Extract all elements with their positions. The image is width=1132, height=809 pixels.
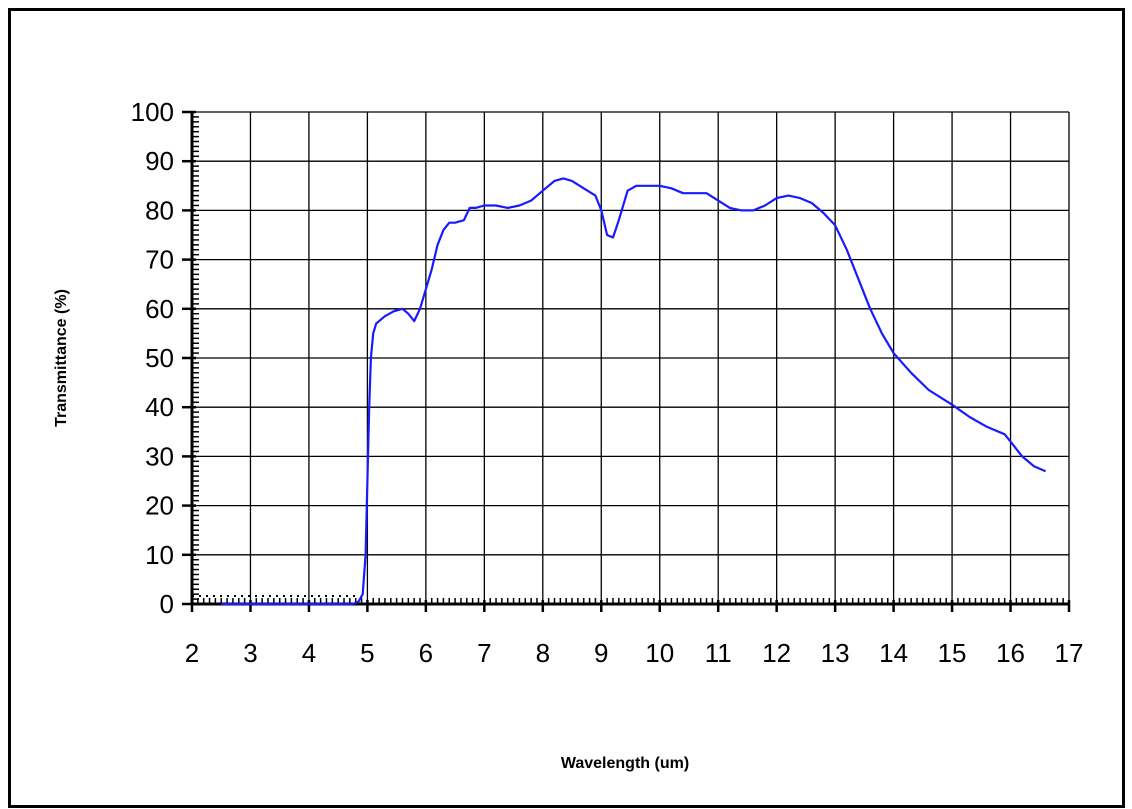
x-tick-label: 10 (645, 638, 674, 668)
x-axis-label: Wavelength (um) (561, 755, 689, 772)
series-line-transmittance (221, 177, 1047, 606)
series-layer (221, 177, 1047, 606)
x-tick-label: 16 (996, 638, 1025, 668)
y-tick-label: 20 (145, 491, 174, 521)
x-tick-label: 5 (360, 638, 374, 668)
x-tick-label: 2 (185, 638, 199, 668)
y-tick-label: 50 (145, 343, 174, 373)
y-tick-label: 90 (145, 146, 174, 176)
x-tick-label: 13 (821, 638, 850, 668)
y-tick-label: 70 (145, 245, 174, 275)
x-tick-label: 6 (419, 638, 433, 668)
y-tick-label: 80 (145, 195, 174, 225)
y-tick-label: 0 (160, 589, 174, 619)
y-tick-labels: 0 10 20 30 40 50 60 70 80 90 100 (131, 97, 174, 619)
y-tick-label: 10 (145, 540, 174, 570)
y-tick-label: 60 (145, 294, 174, 324)
y-axis-label: Transmittance (%) (53, 289, 70, 427)
y-tick-label: 40 (145, 392, 174, 422)
x-tick-label: 8 (536, 638, 550, 668)
x-tick-label: 11 (705, 638, 732, 668)
x-tick-label: 4 (302, 638, 316, 668)
x-tick-label: 14 (879, 638, 908, 668)
y-tick-label: 30 (145, 441, 174, 471)
x-tick-label: 12 (762, 638, 791, 668)
y-tick-label: 100 (131, 97, 174, 127)
x-tick-label: 3 (243, 638, 257, 668)
x-tick-labels: 2 3 4 5 6 7 8 9 10 11 12 13 14 15 16 17 (185, 638, 1084, 668)
x-tick-label: 9 (594, 638, 608, 668)
axes (182, 110, 1071, 612)
x-tick-label: 17 (1055, 638, 1084, 668)
grid-lines (191, 111, 1070, 605)
x-tick-label: 15 (938, 638, 967, 668)
x-tick-label: 7 (477, 638, 491, 668)
